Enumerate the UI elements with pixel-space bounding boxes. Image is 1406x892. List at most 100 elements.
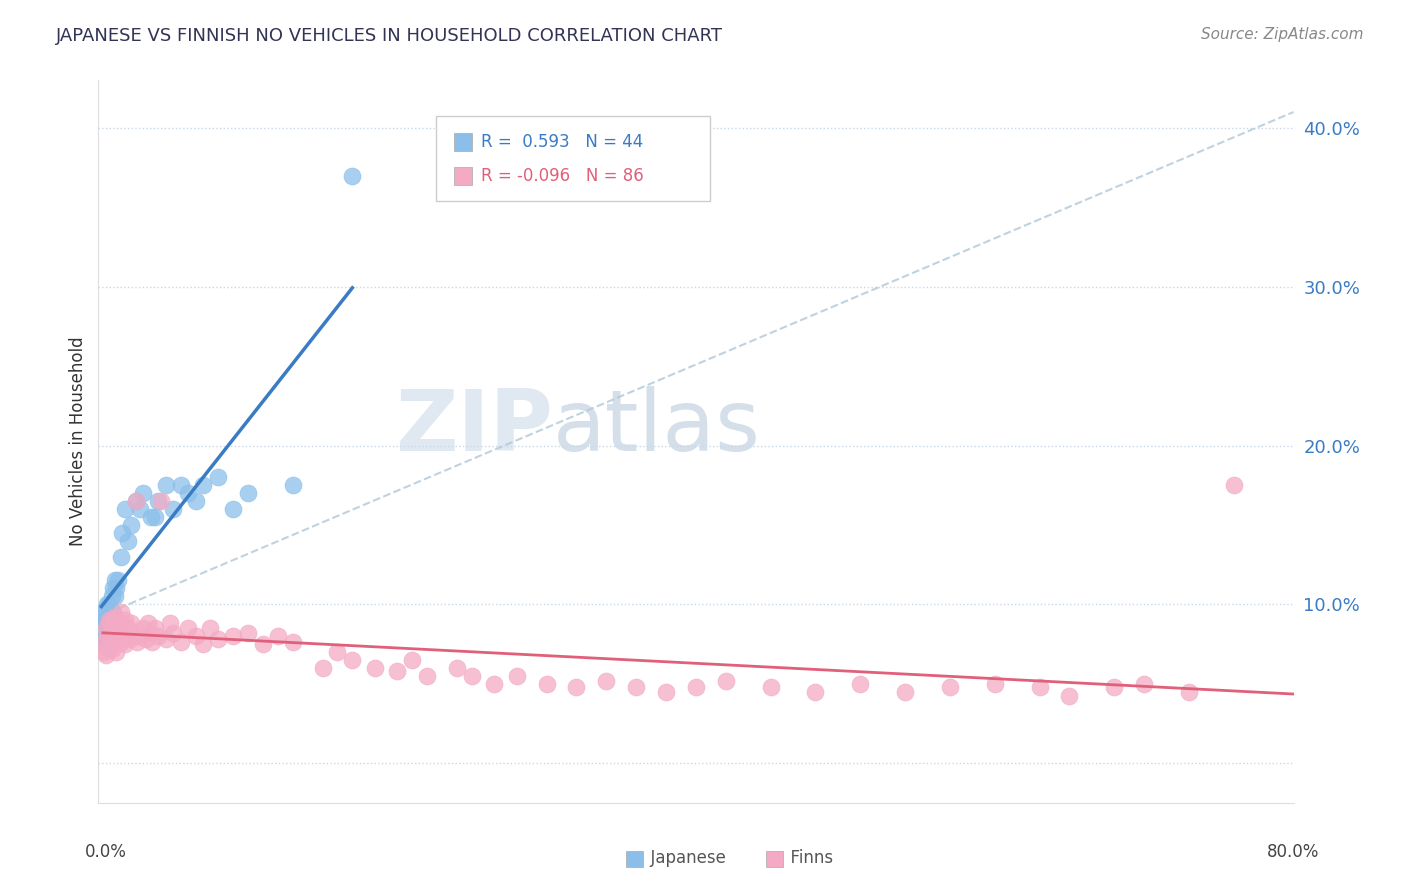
Point [207,470,229,484]
Point [107,632,129,647]
Point [108,626,131,640]
Point [141,635,163,649]
Point [93,613,115,627]
Point [91,629,114,643]
Point [94,621,117,635]
Point [104,590,127,604]
Text: 80.0%: 80.0% [1267,843,1320,861]
Point [97,641,120,656]
Point [155,478,177,492]
Point [94,605,117,619]
Point [626,680,648,694]
Point [1028,680,1050,694]
Point [103,635,125,649]
Point [267,629,290,643]
Point [94,648,117,662]
Point [342,653,364,667]
Point [103,605,125,619]
Point [125,494,148,508]
Point [93,645,115,659]
Point [105,582,128,596]
Point [96,621,118,635]
Point [132,621,155,635]
Point [184,494,207,508]
Point [120,517,142,532]
Point [169,635,191,649]
Point [121,626,143,640]
Point [364,661,387,675]
Point [401,653,423,667]
Point [93,637,115,651]
Point [104,610,127,624]
Point [281,478,304,492]
Point [191,637,214,651]
Point [98,616,122,631]
Text: Finns: Finns [780,849,834,867]
Point [139,510,162,524]
Point [222,502,245,516]
Point [1223,478,1246,492]
Text: Source: ZipAtlas.com: Source: ZipAtlas.com [1201,27,1364,42]
Point [98,605,122,619]
Point [565,680,588,694]
Point [91,621,114,635]
Point [94,616,117,631]
Point [97,610,120,624]
Point [114,613,136,627]
Point [90,605,112,619]
Point [120,616,142,631]
Point [148,494,170,508]
Point [984,676,1007,690]
Point [894,684,917,698]
Point [849,676,872,690]
Point [107,574,129,588]
Point [117,533,139,548]
Point [125,494,148,508]
Point [98,632,122,647]
Point [595,673,617,688]
Point [111,525,134,540]
Point [136,616,159,631]
Point [536,676,558,690]
Point [150,494,173,508]
Point [446,661,468,675]
Point [110,549,132,564]
Point [101,641,124,656]
Point [143,621,166,635]
Point [177,486,200,500]
Point [326,645,349,659]
Point [222,629,245,643]
Point [162,626,184,640]
Point [169,478,191,492]
Point [685,680,707,694]
Point [184,629,207,643]
Point [101,613,124,627]
Point [110,635,132,649]
Point [98,621,122,635]
Point [97,629,120,643]
Point [139,626,162,640]
Point [177,621,200,635]
Point [207,632,229,647]
Point [281,635,304,649]
Point [416,669,439,683]
Point [103,613,125,627]
Text: R = -0.096   N = 86: R = -0.096 N = 86 [481,167,644,185]
Point [252,637,274,651]
Point [1059,690,1081,704]
Point [111,616,134,631]
Point [236,486,259,500]
Point [1133,676,1156,690]
Point [135,632,157,647]
Text: JAPANESE VS FINNISH NO VEHICLES IN HOUSEHOLD CORRELATION CHART: JAPANESE VS FINNISH NO VEHICLES IN HOUSE… [56,27,723,45]
Point [117,621,139,635]
Point [129,502,152,516]
Point [127,635,149,649]
Point [97,597,120,611]
Point [97,613,120,627]
Point [132,486,155,500]
Point [159,616,181,631]
Point [200,621,222,635]
Point [484,676,506,690]
Point [112,626,135,640]
